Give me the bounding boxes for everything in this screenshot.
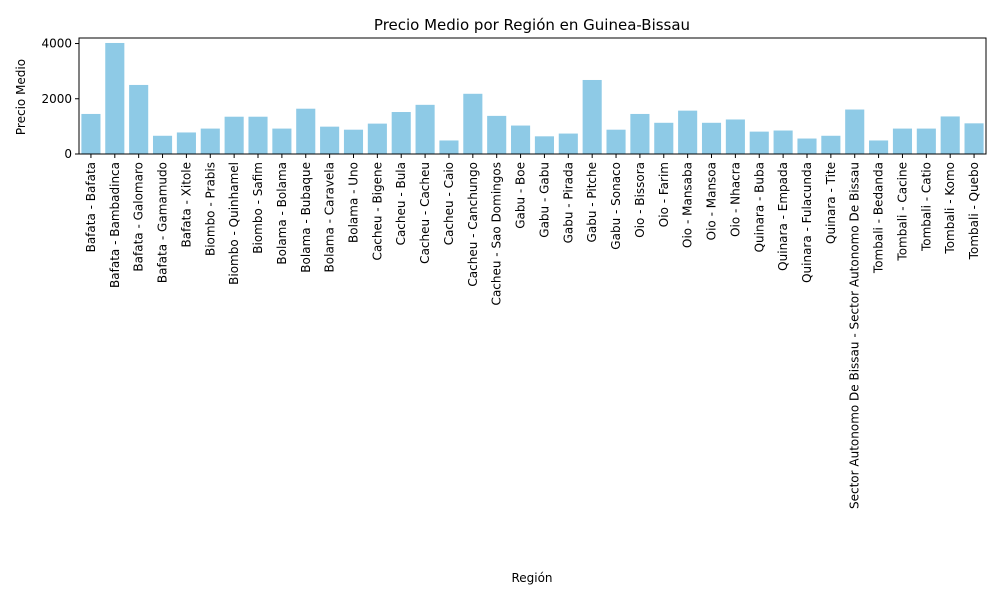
bars-group: [81, 42, 984, 154]
x-tick-label: Sector Autonomo De Bissau - Sector Auton…: [848, 162, 862, 509]
x-tick-label: Biombo - Quinhamel: [227, 162, 241, 285]
bar: [367, 123, 387, 154]
y-tick-label: 0: [64, 147, 72, 161]
bar: [320, 126, 340, 154]
bar: [678, 110, 698, 154]
x-tick-label: Cacheu - Bula: [394, 162, 408, 245]
bar: [964, 123, 984, 154]
bar: [582, 79, 602, 154]
bar: [749, 131, 769, 154]
x-tick-label: Quinara - Empada: [776, 162, 790, 271]
bar: [224, 116, 244, 154]
x-tick-label: Tombali - Komo: [943, 162, 957, 255]
bar: [511, 125, 531, 154]
bar: [415, 104, 435, 154]
x-tick-label: Cacheu - Bigene: [370, 162, 384, 260]
bar: [129, 84, 149, 154]
x-tick-label: Bolama - Caravela: [323, 162, 337, 272]
x-tick-label: Bolama - Bubaque: [299, 162, 313, 273]
bar: [845, 109, 865, 154]
x-tick-label: Tombali - Cacine: [895, 162, 909, 262]
bar: [463, 93, 483, 154]
x-tick-label: Biombo - Safim: [251, 162, 265, 254]
x-tick-label: Tombali - Catio: [919, 162, 933, 252]
y-axis-label: Precio Medio: [14, 59, 28, 135]
bar: [391, 112, 411, 154]
x-tick-label: Tombali - Bedanda: [872, 162, 886, 274]
x-tick-label: Oio - Mansaba: [681, 162, 695, 248]
x-tick-label: Quinara - Buba: [752, 162, 766, 252]
bar: [439, 140, 459, 154]
y-tick-label: 4000: [41, 37, 72, 51]
bar: [630, 113, 650, 154]
y-axis: 0 2000 4000: [41, 37, 79, 161]
bar: [654, 122, 674, 154]
bar: [248, 116, 268, 154]
x-tick-label: Gabu - Pirada: [561, 162, 575, 243]
x-tick-label: Oio - Bissora: [633, 162, 647, 238]
bar: [272, 128, 292, 154]
x-tick-label: Quinara - Tite: [824, 162, 838, 244]
x-tick-label: Cacheu - Caio: [442, 162, 456, 245]
x-tick-label: Bafata - Galomaro: [132, 162, 146, 272]
bar: [81, 113, 101, 154]
bar: [701, 122, 722, 154]
bar: [869, 140, 889, 154]
x-tick-label: Oio - Farim: [657, 162, 671, 227]
x-tick-label: Gabu - Sonaco: [609, 162, 623, 250]
bar: [558, 133, 578, 154]
bar: [534, 136, 554, 154]
bar: [773, 130, 793, 154]
x-tick-label: Bafata - Bambadinca: [108, 162, 122, 288]
x-tick-label: Gabu - Boe: [514, 162, 528, 229]
x-tick-label: Tombali - Quebo: [967, 162, 981, 260]
x-tick-label: Bolama - Uno: [346, 162, 360, 243]
chart-title: Precio Medio por Región en Guinea-Bissau: [374, 16, 690, 34]
bar: [821, 135, 841, 154]
y-tick-label: 2000: [41, 92, 72, 106]
x-tick-label: Cacheu - Cacheu: [418, 162, 432, 264]
bar: [606, 129, 626, 154]
x-tick-label: Gabu - Gabu: [537, 162, 551, 238]
bar: [797, 138, 817, 154]
x-tick-label: Cacheu - Sao Domingos: [490, 162, 504, 305]
bar: [152, 135, 173, 154]
bar: [916, 128, 936, 154]
x-axis-label: Región: [511, 571, 552, 585]
x-tick-label: Bafata - Bafata: [84, 162, 98, 252]
x-tick-label: Bafata - Xitole: [179, 162, 193, 248]
x-tick-label: Gabu - Pitche: [585, 162, 599, 242]
x-tick-label: Quinara - Fulacunda: [800, 162, 814, 283]
x-tick-label: Cacheu - Canchungo: [466, 162, 480, 287]
plot-frame: [78, 37, 987, 155]
x-tick-label: Bafata - Gamamudo: [156, 162, 170, 283]
bar: [343, 129, 364, 154]
x-axis: Bafata - Bafata Bafata - Bambadinca Bafata…: [84, 154, 981, 509]
x-tick-label: Biombo - Prabis: [203, 162, 217, 256]
x-tick-label: Oio - Nhacra: [728, 162, 742, 237]
x-tick-label: Oio - Mansoa: [705, 162, 719, 240]
x-tick-label: Bolama - Bolama: [275, 162, 289, 265]
bar: [200, 128, 220, 154]
bar: [487, 115, 507, 154]
bar: [296, 108, 316, 154]
bar: [725, 119, 745, 154]
bar: [105, 42, 125, 154]
bar: [176, 132, 196, 154]
bar: [892, 128, 913, 154]
bar: [940, 116, 960, 154]
